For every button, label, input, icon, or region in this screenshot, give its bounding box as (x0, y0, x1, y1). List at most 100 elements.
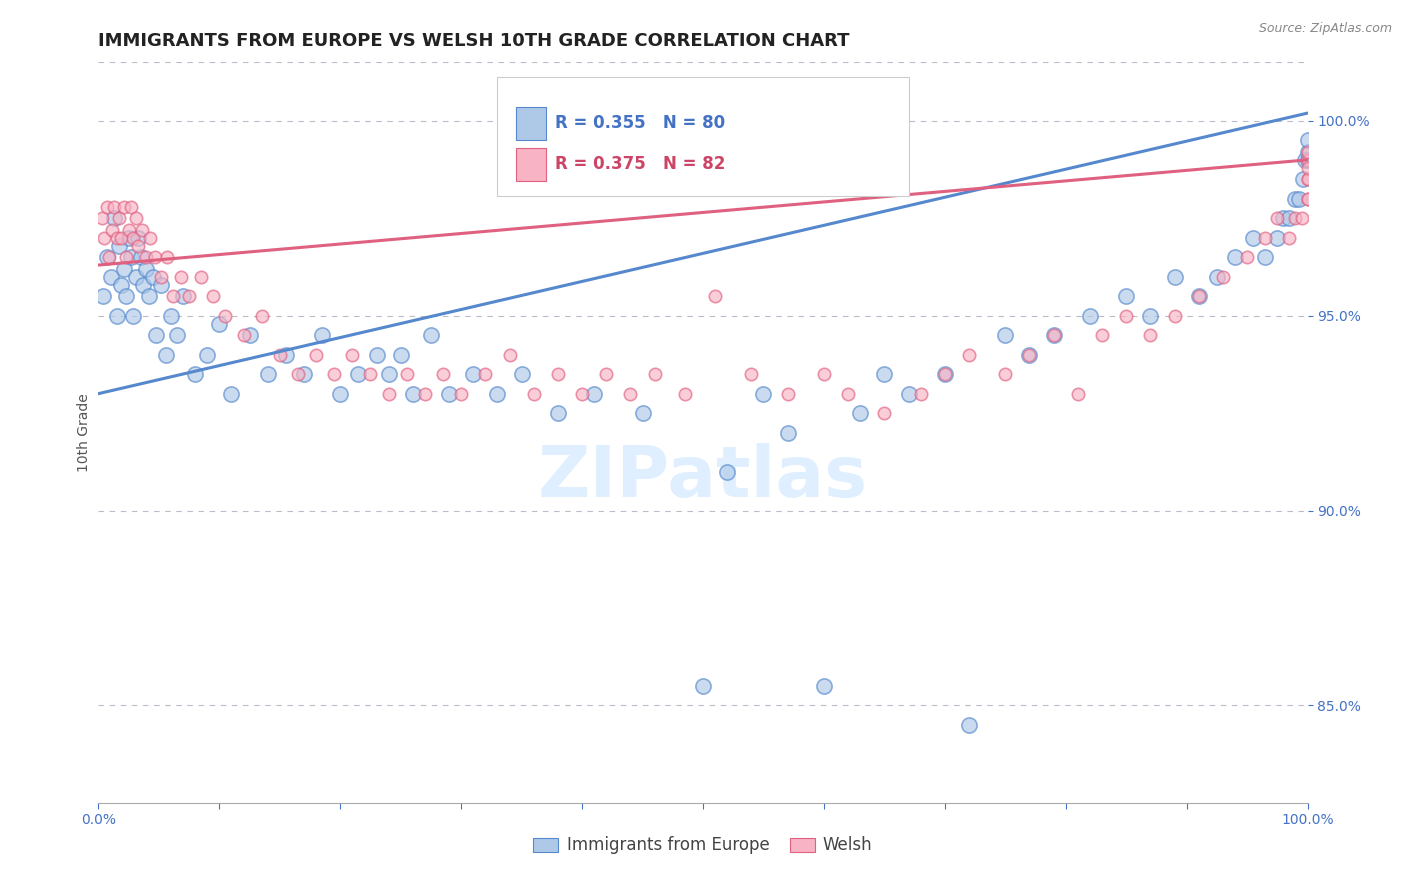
Point (1278, 211, 1301, 226)
Point (195, 348, 218, 362)
Point (132, 277, 155, 292)
Point (1091, 328, 1114, 343)
Point (437, 386, 460, 401)
Point (1078, 309, 1101, 323)
Point (704, 289, 727, 303)
Point (115, 289, 138, 303)
Point (1236, 250, 1258, 264)
Point (740, 367, 762, 381)
Point (1267, 231, 1289, 245)
Point (957, 718, 980, 732)
Point (897, 386, 920, 401)
Point (377, 386, 399, 401)
Point (166, 328, 188, 343)
Point (1272, 211, 1295, 226)
Point (1292, 172, 1315, 186)
Point (1296, 153, 1319, 167)
Point (190, 269, 212, 284)
Point (450, 386, 472, 401)
Point (155, 348, 177, 362)
Point (432, 367, 454, 381)
Point (323, 367, 346, 381)
Point (1296, 192, 1319, 206)
Point (1284, 192, 1306, 206)
Point (145, 328, 167, 343)
Point (395, 367, 418, 381)
Point (1067, 386, 1090, 401)
Point (179, 289, 201, 303)
Point (221, 386, 243, 401)
Point (934, 367, 956, 381)
Text: IMMIGRANTS FROM EUROPE VS WELSH 10TH GRADE CORRELATION CHART: IMMIGRANTS FROM EUROPE VS WELSH 10TH GRA… (98, 32, 849, 50)
Text: R = 0.375   N = 82: R = 0.375 N = 82 (555, 155, 725, 173)
Point (160, 309, 183, 323)
Point (631, 406, 654, 420)
Point (366, 348, 388, 362)
Y-axis label: 10th Grade: 10th Grade (77, 393, 91, 472)
Point (1296, 153, 1319, 167)
Point (571, 386, 593, 401)
Point (692, 679, 714, 693)
Point (250, 309, 273, 323)
Point (150, 277, 173, 292)
Point (208, 317, 231, 331)
Point (752, 386, 775, 401)
Point (125, 211, 148, 226)
Point (776, 386, 799, 401)
Point (105, 309, 128, 323)
Point (129, 250, 152, 264)
Point (1212, 269, 1234, 284)
Point (1284, 211, 1306, 226)
Point (595, 367, 617, 381)
Point (523, 386, 546, 401)
Point (172, 289, 194, 303)
Point (1206, 269, 1229, 284)
Point (100, 223, 122, 237)
Point (474, 367, 496, 381)
Point (110, 277, 132, 292)
Point (1115, 289, 1137, 303)
Point (1288, 192, 1310, 206)
Point (486, 386, 509, 401)
Text: ZIPatlas: ZIPatlas (538, 442, 868, 511)
Point (214, 309, 236, 323)
Point (389, 348, 412, 362)
Point (1188, 289, 1211, 303)
Point (1042, 328, 1064, 343)
Point (96, 250, 118, 264)
Point (463, 367, 485, 381)
Point (1296, 161, 1319, 175)
Point (269, 348, 291, 362)
Point (1241, 231, 1264, 245)
Point (120, 250, 142, 264)
Point (957, 348, 980, 362)
Point (103, 200, 125, 214)
Point (305, 348, 328, 362)
Point (547, 406, 569, 420)
Point (103, 211, 125, 226)
Point (169, 269, 191, 284)
Point (873, 367, 896, 381)
Point (122, 309, 145, 323)
Point (115, 250, 138, 264)
Legend: Immigrants from Europe, Welsh: Immigrants from Europe, Welsh (527, 830, 879, 861)
Point (118, 231, 141, 245)
Point (108, 238, 131, 252)
Point (1018, 348, 1040, 362)
Point (156, 250, 179, 264)
Point (1291, 211, 1313, 226)
Point (1115, 309, 1137, 323)
Point (142, 269, 165, 284)
Point (716, 465, 738, 479)
Point (150, 269, 173, 284)
Point (1163, 309, 1185, 323)
Point (1223, 250, 1246, 264)
Point (377, 367, 399, 381)
Point (1139, 328, 1161, 343)
Point (1296, 192, 1319, 206)
Point (127, 238, 149, 252)
Point (994, 328, 1017, 343)
Point (910, 386, 932, 401)
Point (292, 367, 315, 381)
Point (776, 425, 799, 440)
